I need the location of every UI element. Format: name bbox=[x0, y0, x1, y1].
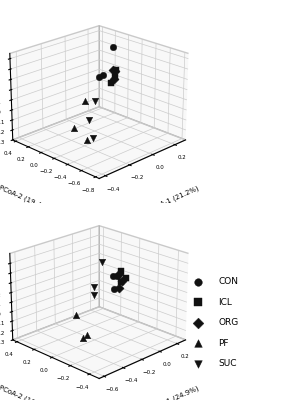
Point bbox=[195, 340, 200, 346]
X-axis label: PCoA-1 (24.9%): PCoA-1 (24.9%) bbox=[147, 384, 200, 400]
Point bbox=[195, 320, 200, 326]
Y-axis label: PCoA-2 (10.8%): PCoA-2 (10.8%) bbox=[0, 384, 51, 400]
X-axis label: PCoA-1 (21.2%): PCoA-1 (21.2%) bbox=[147, 184, 200, 213]
Text: CON: CON bbox=[219, 277, 239, 286]
Text: ICL: ICL bbox=[219, 298, 232, 307]
Text: ORG: ORG bbox=[219, 318, 239, 327]
Point bbox=[195, 299, 200, 305]
Text: SUC: SUC bbox=[219, 359, 237, 368]
Text: PF: PF bbox=[219, 338, 229, 348]
Point bbox=[195, 278, 200, 285]
Point bbox=[195, 360, 200, 367]
Y-axis label: PCoA-2 (19.4%): PCoA-2 (19.4%) bbox=[0, 184, 51, 213]
